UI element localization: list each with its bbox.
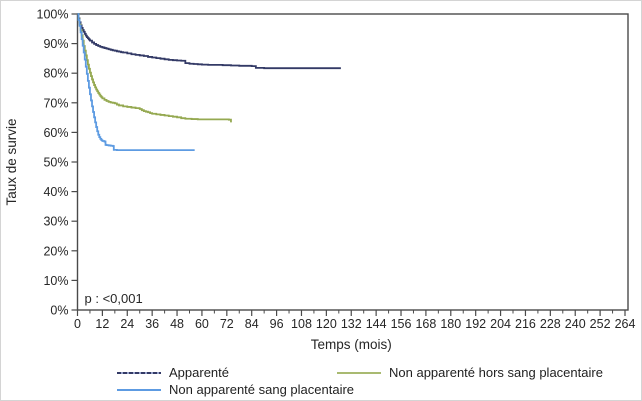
legend-label-non-apparente-sang-placentaire: Non apparenté sang placentaire	[169, 382, 355, 397]
y-tick-label: 0%	[50, 304, 68, 318]
x-tick-label: 192	[465, 317, 486, 331]
series-line-non-apparente-hors-sang-placentaire	[77, 13, 232, 123]
p-value-annotation: p : <0,001	[85, 291, 143, 306]
y-axis-title: Taux de survie	[4, 118, 19, 205]
x-tick-label: 204	[490, 317, 511, 331]
x-tick-label: 228	[540, 317, 561, 331]
y-tick-label: 40%	[43, 185, 68, 199]
x-tick-label: 240	[565, 317, 586, 331]
x-tick-label: 156	[391, 317, 412, 331]
x-tick-label: 168	[415, 317, 436, 331]
x-tick-label: 48	[170, 317, 184, 331]
y-tick-label: 100%	[37, 8, 69, 22]
y-tick-label: 70%	[43, 96, 68, 110]
y-tick-label: 20%	[43, 244, 68, 258]
y-tick-label: 10%	[43, 274, 68, 288]
y-tick-label: 80%	[43, 67, 68, 81]
legend-item-apparente: Apparenté	[117, 365, 337, 380]
x-tick-label: 132	[341, 317, 362, 331]
x-tick-label: 144	[366, 317, 387, 331]
x-tick-label: 0	[74, 317, 81, 331]
x-tick-label: 84	[245, 317, 259, 331]
x-tick-label: 252	[590, 317, 611, 331]
y-axis-ticks: 0% 10% 20% 30% 40% 50% 60% 70% 80% 90% 100%	[37, 8, 78, 318]
series-line-apparente	[77, 13, 341, 70]
y-tick-label: 50%	[43, 156, 68, 170]
legend-item-non-apparente-hors-sang-placentaire: Non apparenté hors sang placentaire	[337, 365, 603, 380]
x-tick-label: 60	[195, 317, 209, 331]
x-tick-label: 264	[615, 317, 636, 331]
x-tick-label: 36	[145, 317, 159, 331]
x-axis-title: Temps (mois)	[311, 337, 392, 352]
x-tick-label: 24	[120, 317, 134, 331]
x-tick-label: 96	[270, 317, 284, 331]
x-tick-label: 108	[291, 317, 312, 331]
legend-label-apparente: Apparenté	[169, 365, 229, 380]
legend-line-non-apparente-sang-placentaire	[117, 388, 161, 391]
x-tick-label: 216	[515, 317, 536, 331]
x-tick-label: 120	[316, 317, 337, 331]
y-tick-label: 60%	[43, 126, 68, 140]
x-tick-label: 72	[220, 317, 234, 331]
y-tick-label: 90%	[43, 37, 68, 51]
series-line-non-apparente-sang-placentaire	[77, 13, 195, 152]
legend-line-apparente	[117, 371, 161, 374]
legend-label-non-apparente-hors-sang-placentaire: Non apparenté hors sang placentaire	[389, 365, 603, 380]
x-axis-ticks: 0 12 24 36 48 60 72 84 96 108 120 132 144 156 168 180 19…	[74, 310, 635, 331]
legend-line-non-apparente-hors-sang-placentaire	[337, 371, 381, 374]
x-tick-label: 12	[95, 317, 109, 331]
legend-item-non-apparente-sang-placentaire: Non apparenté sang placentaire	[117, 382, 354, 397]
x-tick-label: 180	[440, 317, 461, 331]
y-tick-label: 30%	[43, 215, 68, 229]
chart-legend: Apparenté Non apparenté hors sang placen…	[117, 365, 603, 397]
